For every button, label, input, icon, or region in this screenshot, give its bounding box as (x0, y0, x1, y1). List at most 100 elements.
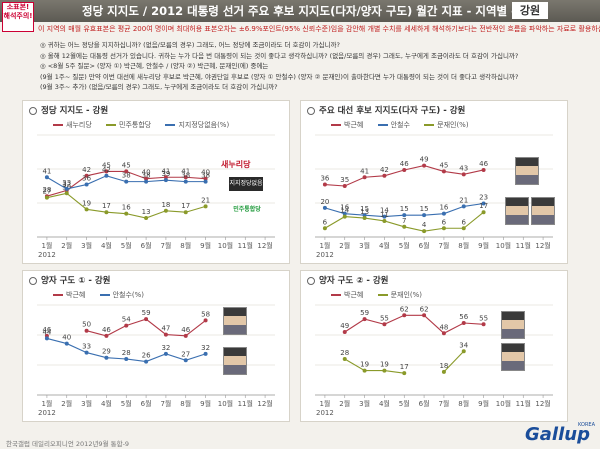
data-label: 42 (380, 166, 389, 174)
data-point (124, 211, 129, 216)
x-tick-label: 9월 (478, 399, 489, 408)
panel-title: 주요 대선 후보 지지도(다자 구도) - 강원 (307, 104, 465, 116)
data-point (84, 173, 89, 178)
data-label: 42 (82, 166, 91, 174)
data-label: 18 (161, 201, 170, 209)
data-point (382, 173, 387, 178)
data-point (342, 357, 347, 361)
series-line (344, 358, 405, 374)
data-label: 49 (340, 322, 349, 330)
data-label: 46 (42, 326, 51, 334)
candidate-photo-park (501, 311, 525, 339)
data-point (362, 368, 367, 373)
data-point (362, 175, 367, 180)
data-label: 47 (161, 325, 170, 333)
question-line: ◎ <8월 5주 질문> (양자 ①) 박근혜, 안철수 / (양자 ②) 박근… (40, 62, 269, 70)
data-point (183, 358, 188, 363)
data-label: 21 (459, 196, 468, 204)
x-tick-label: 2월 (339, 241, 350, 250)
data-label: 27 (181, 350, 190, 358)
x-tick-label: 12월 (257, 399, 272, 408)
data-point (104, 333, 109, 338)
candidate-photo-park (515, 157, 539, 185)
data-label: 13 (360, 208, 369, 216)
data-point (64, 341, 69, 346)
data-point (183, 333, 188, 338)
saenuri-logo: 새누리당 (221, 160, 251, 169)
data-point (203, 176, 208, 181)
data-label: 46 (400, 160, 409, 168)
data-label: 46 (102, 326, 111, 334)
x-tick-label: 6월 (419, 241, 430, 250)
data-point (422, 163, 427, 168)
data-point (64, 191, 69, 196)
data-point (163, 208, 168, 213)
data-label: 14 (380, 207, 389, 215)
data-point (342, 184, 347, 188)
x-tick-label: 10월 (496, 241, 511, 250)
data-point (144, 179, 149, 184)
legend-swatch (165, 124, 176, 126)
x-tick-label: 6월 (141, 241, 152, 250)
x-tick-label: 1월 (41, 399, 52, 408)
x-tick-label: 5월 (399, 241, 410, 250)
data-label: 6 (462, 218, 467, 226)
data-point (163, 332, 168, 337)
gallup-logo: Gallup (525, 424, 590, 445)
x-tick-label: 4월 (379, 399, 390, 408)
source-footer: 한국갤럽 데일리오피니언 2012년9월 통합-9 (6, 440, 130, 448)
candidate-photo-moon (501, 343, 525, 371)
data-label: 45 (122, 161, 131, 169)
series-line (344, 314, 484, 334)
data-point (422, 313, 427, 318)
data-point (203, 318, 208, 323)
data-point (481, 201, 486, 206)
candidate-photo-ahn (505, 197, 529, 225)
question-list: ◎ 귀하는 어느 정당을 지지하십니까? (없음/모름의 경우) 그래도, 어느… (40, 40, 560, 93)
data-label: 38 (181, 172, 190, 180)
data-label: 46 (181, 326, 190, 334)
data-point (84, 328, 89, 333)
legend-swatch (53, 124, 63, 126)
data-point (342, 211, 347, 216)
data-label: 59 (360, 309, 369, 317)
unaffiliated-label: 지지정당없음 (229, 177, 263, 191)
data-label: 19 (360, 361, 369, 369)
data-point (203, 204, 208, 209)
data-label: 40 (201, 169, 210, 177)
x-tick-label: 4월 (101, 399, 112, 408)
candidate-photo-ahn (223, 347, 247, 375)
data-label: 17 (479, 202, 488, 210)
chart-legend: 박근혜 문재인(%) (331, 290, 434, 300)
header-bar: 정당 지지도 / 2012 대통령 선거 주요 후보 지지도(다자/양자 구도)… (0, 0, 600, 22)
series-line (443, 350, 465, 373)
data-label: 36 (82, 175, 91, 183)
data-point (461, 172, 466, 177)
legend-item: 문재인(%) (377, 291, 422, 299)
x-tick-label: 5월 (121, 241, 132, 250)
x-tick-label: 6월 (419, 399, 430, 408)
x-tick-label: 8월 (180, 399, 191, 408)
legend-item: 새누리당 (53, 121, 92, 129)
legend-swatch (99, 294, 110, 296)
data-label: 42 (102, 166, 111, 174)
year-label: 2012 (316, 409, 334, 417)
data-point (481, 210, 486, 215)
data-label: 59 (142, 309, 151, 317)
data-label: 46 (479, 160, 488, 168)
data-label: 27 (42, 188, 51, 196)
data-label: 21 (201, 196, 210, 204)
legend-item: 지지정당없음(%) (165, 121, 229, 129)
data-label: 6 (442, 218, 447, 226)
data-label: 48 (439, 323, 448, 331)
data-label: 6 (323, 218, 328, 226)
data-point (441, 211, 446, 216)
legend-swatch (53, 294, 63, 296)
data-label: 28 (122, 349, 131, 357)
x-tick-label: 11월 (238, 399, 253, 408)
data-point (183, 175, 188, 180)
data-label: 28 (42, 186, 51, 194)
x-tick-label: 3월 (81, 399, 92, 408)
data-label: 19 (380, 361, 389, 369)
